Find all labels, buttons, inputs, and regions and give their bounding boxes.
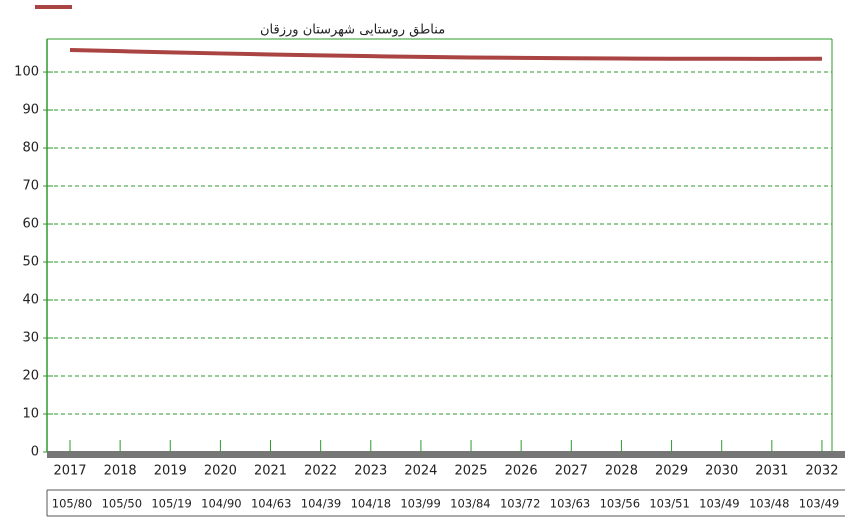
x-tick-label: 2026: [505, 464, 538, 479]
series-line: [69, 48, 822, 61]
table-cell: 104/63: [251, 497, 291, 511]
y-tick-label: 20: [22, 369, 39, 384]
table-cell: 105/80: [52, 497, 92, 511]
table-cell: 103/72: [500, 497, 540, 511]
y-tick-label: 40: [22, 293, 39, 308]
x-tick-label: 2017: [53, 464, 86, 479]
x-tick-label: 2025: [454, 464, 487, 479]
y-tick-label: 80: [22, 141, 39, 156]
y-tick-label: 90: [22, 103, 39, 118]
table-cell: 103/56: [600, 497, 640, 511]
y-tick-label: 0: [31, 445, 39, 460]
x-tick-label: 2020: [204, 464, 237, 479]
y-tick-label: 10: [22, 407, 39, 422]
y-tick-label: 60: [22, 217, 39, 232]
x-tick-label: 2027: [555, 464, 588, 479]
x-tick-label: 2021: [254, 464, 287, 479]
table-cell: 103/84: [450, 497, 490, 511]
x-tick-label: 2023: [354, 464, 387, 479]
x-tick-label: 2019: [154, 464, 187, 479]
table-cell: 104/18: [351, 497, 391, 511]
table-cell: 103/48: [749, 497, 789, 511]
table-cell: 103/51: [649, 497, 689, 511]
x-axis-band: [47, 451, 845, 458]
table-cell: 105/50: [102, 497, 142, 511]
y-tick-label: 30: [22, 331, 39, 346]
x-tick-label: 2018: [104, 464, 137, 479]
x-tick-label: 2024: [404, 464, 437, 479]
x-tick-label: 2031: [755, 464, 788, 479]
x-tick-label: 2032: [805, 464, 838, 479]
table-cell: 103/99: [400, 497, 440, 511]
x-tick-label: 2030: [705, 464, 738, 479]
y-tick-label: 50: [22, 255, 39, 270]
y-tick-label: 70: [22, 179, 39, 194]
legend-label: مناطق روستایی شهرستان ورزقان: [260, 23, 445, 38]
y-tick-label: 100: [14, 65, 39, 80]
table-cell: 104/39: [301, 497, 341, 511]
table-cell: 103/49: [799, 497, 839, 511]
table-cell: 103/49: [699, 497, 739, 511]
table-cell: 103/63: [550, 497, 590, 511]
x-tick-label: 2022: [304, 464, 337, 479]
x-tick-label: 2028: [605, 464, 638, 479]
x-tick-label: 2029: [655, 464, 688, 479]
table-cell: 105/19: [151, 497, 191, 511]
table-cell: 104/90: [201, 497, 241, 511]
